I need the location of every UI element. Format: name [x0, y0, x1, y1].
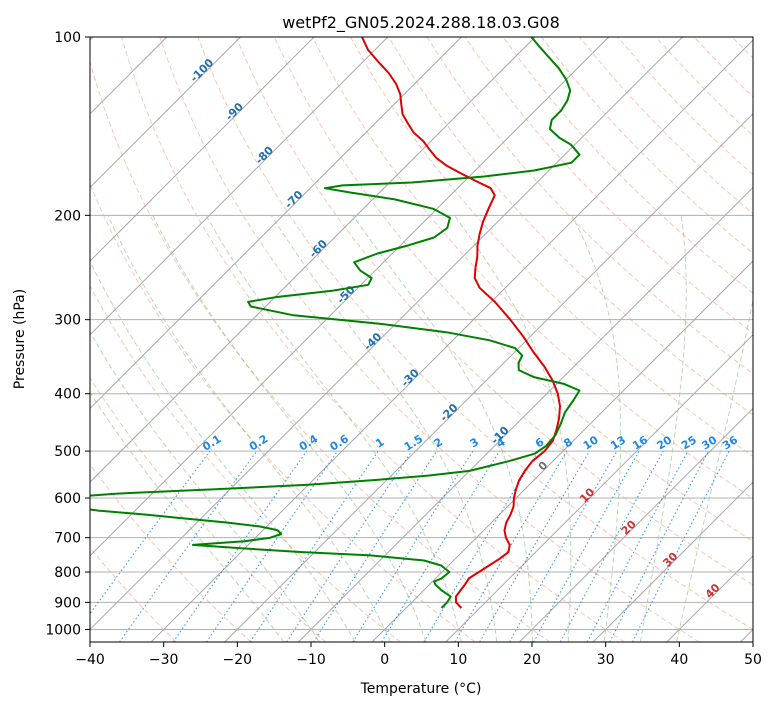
moist-adiabat	[107, 215, 391, 642]
x-tick-label: −10	[296, 652, 326, 668]
isotherm-line	[592, 481, 753, 642]
x-axis-title: Temperature (°C)	[360, 681, 482, 697]
moist-adiabat	[152, 215, 427, 642]
dry-adiabat	[235, 37, 753, 586]
y-tick-label: 1000	[45, 622, 81, 638]
mixing-ratio-line	[632, 450, 730, 642]
mixing-ratio-line	[119, 450, 258, 642]
isotherm-line	[90, 37, 610, 557]
moist-adiabat	[639, 215, 687, 642]
isotherm-line	[371, 260, 753, 642]
y-tick-label: 600	[54, 491, 81, 507]
y-tick-label: 500	[54, 444, 81, 460]
isotherm-line	[90, 37, 389, 336]
y-tick-label: 800	[54, 565, 81, 581]
mixing-ratio-line	[172, 450, 308, 642]
x-tick-label: 50	[744, 652, 762, 668]
isotherm-line	[90, 37, 241, 189]
y-tick-label: 300	[54, 313, 81, 329]
plot-frame	[89, 36, 754, 643]
mixing-ratio-line	[90, 450, 211, 615]
mixing-ratio-line	[509, 450, 618, 642]
mixing-ratio-line	[313, 450, 438, 642]
isotherm-line	[445, 334, 753, 642]
isotherm-line	[298, 186, 753, 642]
y-tick-label: 400	[54, 387, 81, 403]
mixing-ratio-line	[381, 450, 500, 642]
y-tick-label: 700	[54, 531, 81, 547]
dry-adiabat	[197, 37, 753, 630]
dry-adiabat	[426, 37, 753, 375]
moist-adiabat	[352, 215, 533, 642]
axes: −40 −30 −20 −10 0 10 20 30 40 50 100 200 300 400 500 60…	[45, 30, 762, 668]
mixing-ratio-line	[352, 450, 474, 642]
dry-adiabat	[90, 463, 252, 642]
chart-title: wetPf2_GN05.2024.288.18.03.G08	[282, 13, 560, 33]
y-tick-label: 200	[54, 208, 81, 224]
dry-adiabat	[90, 60, 551, 642]
moist-adiabat	[676, 296, 753, 642]
dry-adiabat	[121, 37, 625, 642]
isotherm-line	[90, 37, 683, 631]
x-tick-label: −20	[223, 652, 253, 668]
moist-adiabat	[571, 215, 622, 642]
moist-adiabat	[270, 215, 498, 642]
dry-adiabat	[90, 182, 476, 642]
isotherm-line	[519, 407, 753, 642]
moist-adiabat	[90, 260, 356, 642]
y-tick-label: 900	[54, 595, 81, 611]
y-tick-label: 100	[54, 30, 81, 46]
dry-adiabat	[311, 37, 753, 500]
isotherm-line	[90, 37, 315, 262]
x-tick-label: 40	[670, 652, 688, 668]
dry-adiabat	[502, 37, 753, 294]
x-tick-label: 10	[449, 652, 467, 668]
x-tick-label: −40	[75, 652, 105, 668]
dry-adiabat	[159, 37, 700, 642]
moist-adiabat	[90, 391, 285, 642]
isotherm-line	[90, 37, 536, 483]
isotherm-line	[90, 37, 462, 410]
dewpoint-profile	[90, 37, 581, 609]
x-tick-label: 20	[523, 652, 541, 668]
mixing-ratio-line	[533, 450, 640, 642]
mixing-ratio-line	[559, 450, 664, 642]
dry-adiabat	[90, 376, 327, 642]
isotherm-line	[224, 113, 753, 642]
dry-adiabat	[388, 37, 753, 416]
plot-area: 0.1 0.2 0.4 0.6 1 1.5 2 3 4 6 8 10 13 16 20 25 30 36-100-…	[90, 37, 753, 642]
mixing-ratio-line	[249, 450, 379, 642]
mixing-ratio-line	[205, 450, 338, 642]
mixing-ratio-line	[286, 450, 413, 642]
dry-adiabat	[90, 546, 177, 642]
x-tick-label: 30	[597, 652, 615, 668]
x-tick-label: 0	[380, 652, 389, 668]
y-axis-title: Pressure (hPa)	[12, 289, 28, 389]
x-tick-label: −30	[149, 652, 179, 668]
temperature-profile	[361, 37, 561, 609]
